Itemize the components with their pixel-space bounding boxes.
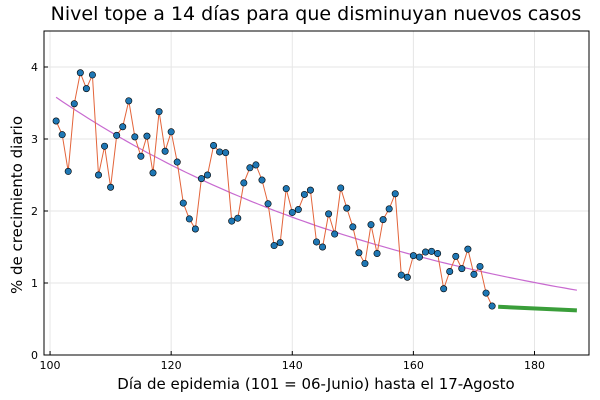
data-point (434, 249, 442, 257)
data-point (312, 238, 320, 246)
data-point (349, 223, 357, 231)
data-point (446, 267, 454, 275)
data-point (319, 243, 327, 251)
data-point (155, 108, 163, 116)
data-point (173, 158, 181, 166)
data-point (458, 265, 466, 273)
data-point (337, 184, 345, 192)
data-point (222, 149, 230, 157)
x-axis-label: Día de epidemia (101 = 06-Junio) hasta e… (117, 375, 514, 393)
trend-curve (55, 96, 578, 291)
data-point (131, 133, 139, 141)
data-point (361, 260, 369, 268)
data-point (82, 85, 90, 93)
data-point (125, 97, 133, 105)
data-point (415, 253, 423, 261)
data-point (52, 117, 60, 125)
data-point (216, 148, 224, 156)
data-point (470, 270, 478, 278)
observed-series-group (52, 69, 496, 310)
data-point (343, 204, 351, 212)
y-axis-label: % de crecimiento diario (8, 116, 26, 294)
data-point (234, 214, 242, 222)
data-point (143, 132, 151, 140)
data-point (264, 200, 272, 208)
data-point (331, 230, 339, 238)
target-line-group (498, 304, 577, 313)
data-point (294, 206, 302, 214)
y-tick-label: 1 (31, 277, 38, 290)
target-line (498, 304, 577, 313)
data-point (367, 221, 375, 229)
data-point (101, 142, 109, 150)
data-point (403, 273, 411, 281)
data-point (421, 248, 429, 256)
data-point (373, 249, 381, 257)
data-point (482, 289, 490, 297)
data-point (167, 128, 175, 136)
data-point (488, 302, 496, 310)
tick-labels: 100 120 140 160 180 0 1 2 3 4 (31, 61, 545, 372)
data-point (428, 247, 436, 255)
data-point (179, 199, 187, 207)
trend-curve-group (55, 96, 578, 291)
data-point (379, 216, 387, 224)
x-tick-label: 140 (282, 359, 303, 372)
data-point (107, 183, 115, 191)
x-tick-label: 180 (524, 359, 545, 372)
data-point (119, 123, 127, 131)
data-point (385, 205, 393, 213)
data-point (149, 169, 157, 177)
y-tick-label: 2 (31, 205, 38, 218)
data-point (276, 239, 284, 247)
data-point (64, 167, 72, 175)
data-point (76, 69, 84, 77)
data-point (258, 176, 266, 184)
data-point (197, 175, 205, 183)
data-point (282, 185, 290, 193)
data-point (210, 141, 218, 149)
data-point (95, 171, 103, 179)
plot-frame (43, 30, 590, 356)
data-point (355, 249, 363, 257)
data-point (306, 186, 314, 194)
data-point (288, 208, 296, 216)
x-tick-label: 120 (161, 359, 182, 372)
data-point (204, 171, 212, 179)
x-tick-label: 160 (403, 359, 424, 372)
y-tick-label: 3 (31, 133, 38, 146)
data-point (464, 245, 472, 253)
x-tick-label: 100 (40, 359, 61, 372)
data-point (252, 161, 260, 169)
data-point (228, 217, 236, 225)
data-point (476, 262, 484, 270)
data-point (409, 252, 417, 260)
data-point (440, 285, 448, 293)
data-point (58, 131, 66, 139)
data-point (191, 225, 199, 233)
data-point (240, 179, 248, 187)
y-tick-label: 4 (31, 61, 38, 74)
data-point (300, 190, 308, 198)
data-point (185, 215, 193, 223)
data-point (270, 242, 278, 250)
chart-title: Nivel tope a 14 días para que disminuyan… (51, 3, 582, 25)
data-point (452, 252, 460, 260)
data-point (113, 131, 121, 139)
data-point (391, 190, 399, 198)
data-point (397, 271, 405, 279)
data-point (325, 210, 333, 218)
data-point (246, 164, 254, 172)
data-point (161, 147, 169, 155)
data-point (137, 152, 145, 160)
data-point (88, 71, 96, 79)
y-tick-label: 0 (31, 349, 38, 362)
observed-line (55, 70, 493, 307)
data-point (70, 100, 78, 108)
